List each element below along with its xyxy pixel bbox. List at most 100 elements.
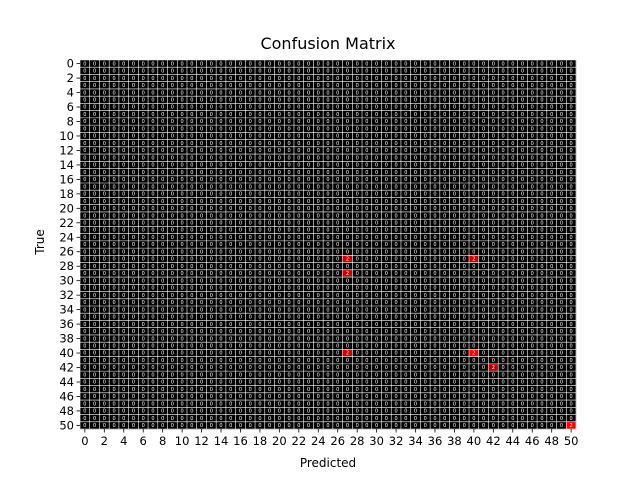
heatmap-cell: [128, 175, 139, 184]
cell-value-label: 0: [550, 134, 553, 140]
cell-value-label: 0: [297, 69, 300, 75]
cell-value-label: 0: [317, 199, 320, 205]
heatmap-cell: [186, 175, 198, 184]
cell-value-label: 0: [142, 192, 145, 198]
cell-value-label: 0: [375, 148, 378, 154]
cell-value-label: 0: [521, 192, 524, 198]
cell-value-label: 0: [258, 343, 261, 349]
cell-value-label: 0: [161, 213, 164, 219]
heatmap-cell: [148, 96, 159, 104]
cell-value-label: 0: [356, 184, 359, 190]
cell-value-label: 0: [307, 119, 310, 125]
cell-value-label: 0: [414, 329, 417, 335]
heatmap-cell: [352, 88, 363, 97]
heatmap-cell: [498, 110, 509, 119]
cell-value-label: 0: [453, 112, 456, 118]
heatmap-cell: [371, 67, 382, 75]
cell-value-label: 0: [103, 249, 106, 255]
cell-value-label: 0: [501, 372, 504, 378]
cell-value-label: 0: [112, 83, 115, 89]
heatmap-cell: [177, 103, 188, 111]
heatmap-cell: [332, 103, 343, 111]
cell-value-label: 0: [501, 286, 504, 292]
cell-value-label: 0: [453, 380, 456, 386]
cell-value-label: 0: [404, 163, 407, 169]
cell-value-label: 0: [336, 220, 339, 226]
cell-value-label: 0: [540, 184, 543, 190]
cell-value-label: 0: [404, 141, 407, 147]
cell-value-label: 0: [326, 141, 329, 147]
cell-value-label: 0: [501, 199, 504, 205]
heatmap-cell: [332, 125, 343, 133]
heatmap-cell: [167, 67, 178, 75]
heatmap-cell: [352, 60, 363, 68]
cell-value-label: 0: [375, 235, 378, 241]
cell-value-label: 0: [570, 293, 573, 299]
cell-value-label: 0: [375, 199, 378, 205]
heatmap-cell: [342, 139, 353, 148]
cell-value-label: 0: [307, 358, 310, 364]
cell-value-label: 0: [210, 365, 213, 371]
cell-value-label: 0: [424, 322, 427, 328]
cell-value-label: 0: [531, 242, 534, 248]
cell-value-label: 0: [181, 351, 184, 357]
heatmap-cell: [255, 88, 266, 97]
cell-value-label: 0: [560, 286, 563, 292]
heatmap-cell: [410, 96, 421, 104]
heatmap-cell: [216, 60, 227, 68]
cell-value-label: 0: [151, 206, 154, 212]
cell-value-label: 0: [278, 257, 281, 263]
cell-value-label: 0: [288, 343, 291, 349]
heatmap-cell: [225, 161, 236, 169]
cell-value-label: 0: [307, 372, 310, 378]
cell-value-label: 0: [229, 220, 232, 226]
cell-value-label: 0: [433, 235, 436, 241]
cell-value-label: 0: [326, 336, 329, 342]
cell-value-label: 0: [258, 170, 261, 176]
cell-value-label: 0: [268, 76, 271, 82]
cell-value-label: 0: [540, 235, 543, 241]
cell-value-label: 0: [560, 213, 563, 219]
cell-value-label: 0: [307, 83, 310, 89]
cell-value-label: 0: [219, 235, 222, 241]
cell-value-label: 0: [288, 177, 291, 183]
heatmap-cell: [371, 88, 382, 97]
cell-value-label: 0: [307, 257, 310, 263]
cell-value-label: 0: [521, 163, 524, 169]
cell-value-label: 0: [307, 76, 310, 82]
heatmap-cell: [235, 168, 246, 177]
heatmap-cell: [459, 74, 470, 83]
cell-value-label: 0: [356, 83, 359, 89]
cell-value-label: 0: [414, 293, 417, 299]
heatmap-cell: [284, 161, 295, 169]
cell-value-label: 0: [171, 365, 174, 371]
cell-value-label: 0: [200, 206, 203, 212]
cell-value-label: 0: [200, 300, 203, 306]
cell-value-label: 0: [492, 61, 495, 67]
cell-value-label: 0: [297, 228, 300, 234]
cell-value-label: 0: [356, 286, 359, 292]
heatmap-cell: [507, 146, 518, 155]
cell-value-label: 0: [219, 177, 222, 183]
cell-value-label: 0: [414, 336, 417, 342]
cell-value-label: 0: [472, 177, 475, 183]
heatmap-cell: [138, 117, 149, 126]
cell-value-label: 0: [336, 119, 339, 125]
cell-value-label: 0: [307, 97, 310, 103]
cell-value-label: 0: [171, 286, 174, 292]
cell-value-label: 0: [151, 264, 154, 270]
cell-value-label: 0: [103, 177, 106, 183]
cell-value-label: 0: [200, 184, 203, 190]
cell-value-label: 2: [492, 365, 495, 371]
cell-value-label: 0: [414, 163, 417, 169]
heatmap-cell: [177, 168, 188, 177]
cell-value-label: 0: [288, 76, 291, 82]
cell-value-label: 0: [132, 220, 135, 226]
cell-value-label: 0: [560, 119, 563, 125]
cell-value-label: 0: [171, 228, 174, 234]
cell-value-label: 0: [550, 286, 553, 292]
cell-value-label: 0: [385, 177, 388, 183]
heatmap-cell: [138, 132, 149, 140]
cell-value-label: 0: [453, 242, 456, 248]
cell-value-label: 0: [210, 134, 213, 140]
